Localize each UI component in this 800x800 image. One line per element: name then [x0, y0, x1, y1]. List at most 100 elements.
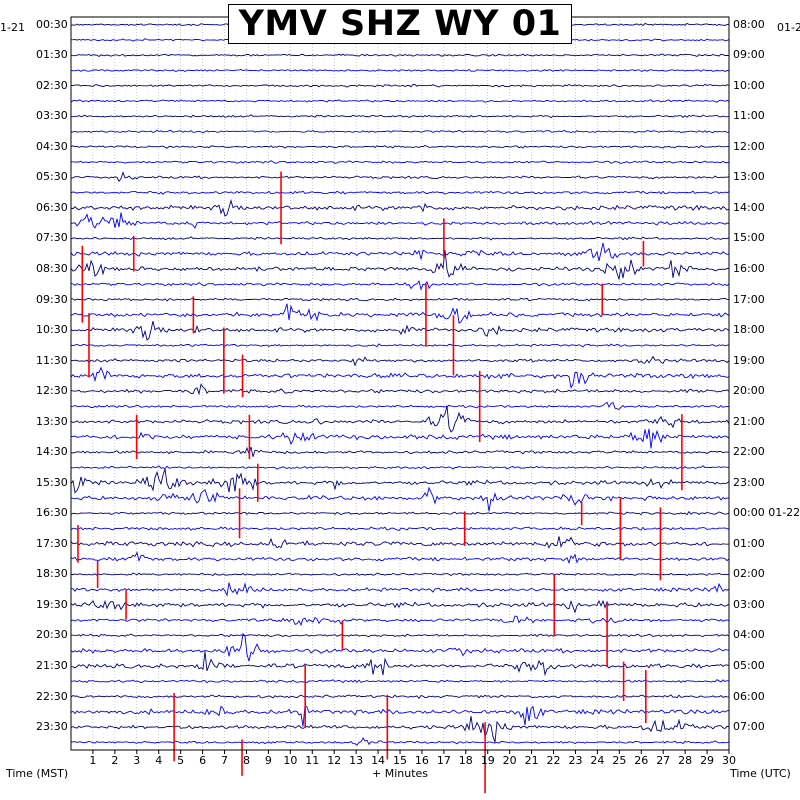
- trace-27: [70, 428, 730, 449]
- x-tick-label: 6: [199, 754, 207, 767]
- left-time-label: 20:30: [36, 628, 68, 642]
- right-time-label: 09:00: [733, 48, 765, 62]
- left-time-label: 06:30: [36, 200, 68, 214]
- left-axis-label: Time (MST): [6, 767, 69, 780]
- trace-13: [70, 212, 730, 230]
- x-tick-label: 8: [242, 754, 250, 767]
- trace-22: [70, 355, 730, 367]
- left-time-label: 22:30: [36, 689, 68, 703]
- trace-32: [70, 510, 730, 516]
- x-tick-label: 11: [305, 754, 320, 767]
- right-time-label: 08:00: [733, 17, 765, 31]
- trace-31: [70, 486, 730, 512]
- trace-8: [70, 144, 730, 149]
- trace-39: [70, 615, 730, 627]
- x-tick-label: 12: [327, 754, 342, 767]
- left-time-label: 19:30: [36, 597, 68, 611]
- right-date-label: 01-22: [777, 21, 800, 34]
- trace-43: [71, 679, 730, 684]
- trace-2: [70, 53, 730, 58]
- trace-16: [70, 250, 730, 281]
- right-time-label: 05:00: [733, 659, 765, 672]
- trace-35: [70, 551, 730, 565]
- trace-37: [70, 582, 730, 597]
- trace-18: [71, 297, 730, 302]
- left-time-label: 11:30: [36, 353, 68, 367]
- trace-40: [70, 633, 730, 638]
- trace-41: [70, 632, 730, 662]
- right-time-label: 16:00: [733, 261, 765, 275]
- x-tick-label: 10: [283, 754, 298, 767]
- left-time-label: 00:30: [36, 17, 68, 31]
- right-time-label: 13:00: [733, 170, 765, 184]
- left-time-label: 15:30: [36, 475, 68, 489]
- trace-12: [70, 198, 730, 217]
- left-time-label: 18:30: [36, 567, 68, 581]
- right-time-label: 02:00: [733, 567, 765, 581]
- right-time-label: 06:00: [733, 689, 765, 703]
- trace-5: [70, 99, 730, 103]
- x-tick-label: 30: [722, 754, 736, 767]
- traces: [70, 22, 730, 746]
- x-tick-label: 3: [133, 754, 141, 767]
- trace-36: [70, 572, 730, 577]
- right-time-label: 10:00: [733, 78, 765, 92]
- left-time-label: 14:30: [36, 445, 68, 459]
- trace-46: [70, 716, 730, 743]
- right-time-label: 12:00: [733, 139, 765, 153]
- x-tick-label: 19: [480, 754, 495, 767]
- x-tick-label: 25: [612, 754, 627, 767]
- left-time-label: 02:30: [36, 78, 68, 92]
- right-time-label: 04:00: [733, 628, 765, 642]
- x-tick-label: 7: [221, 754, 229, 767]
- trace-11: [70, 190, 730, 195]
- x-tick-label: 27: [656, 754, 671, 767]
- right-time-label: 22:00: [733, 445, 765, 459]
- x-tick-label: 18: [458, 754, 473, 767]
- trace-25: [70, 401, 729, 411]
- x-tick-label: 23: [568, 754, 583, 767]
- left-time-label: 10:30: [36, 323, 68, 337]
- x-tick-label: 20: [502, 754, 517, 767]
- trace-23: [70, 366, 730, 389]
- right-time-label: 21:00: [733, 414, 765, 428]
- trace-14: [70, 236, 730, 241]
- x-tick-label: 24: [590, 754, 605, 767]
- right-time-label: 18:00: [733, 323, 765, 337]
- trace-7: [71, 129, 730, 134]
- trace-42: [70, 651, 730, 677]
- trace-45: [70, 704, 730, 727]
- x-tick-label: 5: [177, 754, 185, 767]
- trace-29: [70, 465, 730, 470]
- right-time-label: 23:00: [733, 475, 765, 489]
- x-tick-label: 22: [546, 754, 561, 767]
- left-time-label: 05:30: [36, 170, 68, 184]
- left-time-label: 04:30: [36, 139, 68, 153]
- trace-9: [71, 160, 730, 164]
- right-time-label: 15:00: [733, 231, 765, 245]
- right-time-label: 03:00: [733, 597, 765, 611]
- x-axis-label: + Minutes: [372, 767, 429, 780]
- trace-28: [70, 446, 730, 457]
- trace-3: [70, 68, 730, 73]
- x-tick-label: 17: [436, 754, 451, 767]
- x-tick-label: 14: [371, 754, 386, 767]
- right-time-label: 07:00: [733, 720, 765, 734]
- left-time-label: 01:30: [36, 48, 68, 62]
- left-time-label: 13:30: [36, 414, 68, 428]
- x-tick-label: 16: [414, 754, 429, 767]
- x-tick-label: 13: [349, 754, 364, 767]
- trace-6: [70, 114, 730, 119]
- trace-24: [70, 383, 730, 396]
- right-time-label: 20:00: [733, 384, 765, 398]
- right-time-label: 01:00: [733, 536, 765, 550]
- left-time-label: 16:30: [36, 506, 68, 520]
- trace-15: [70, 242, 730, 261]
- clipped-spikes: [77, 171, 683, 794]
- trace-47: [70, 737, 730, 746]
- left-time-label: 21:30: [36, 659, 68, 672]
- right-time-label: 17:00: [733, 292, 765, 306]
- left-time-label: 07:30: [36, 231, 68, 245]
- right-time-label: 11:00: [733, 109, 765, 123]
